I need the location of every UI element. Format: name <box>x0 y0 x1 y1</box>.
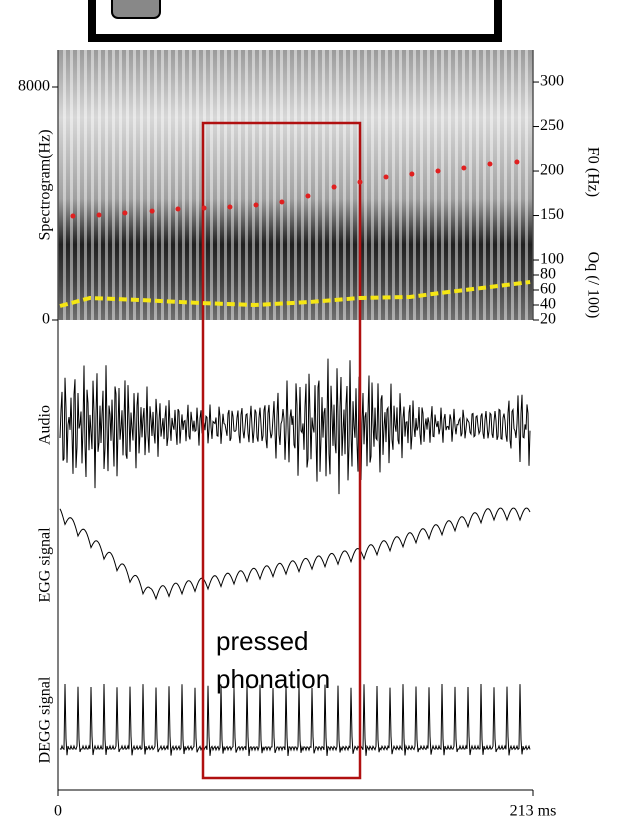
f0-point <box>70 213 76 219</box>
f0-point <box>409 171 415 177</box>
degg-waveform <box>59 683 531 757</box>
top-handle <box>111 0 161 19</box>
panel-label: DEGG signal <box>37 676 54 763</box>
audio-waveform <box>59 358 531 495</box>
f0-point <box>122 210 128 216</box>
y3-tick-label: 60 <box>540 281 556 298</box>
x-tick-label: 0 <box>54 803 62 820</box>
egg-waveform <box>59 507 531 601</box>
f0-point <box>357 179 363 185</box>
f0-point <box>487 161 493 167</box>
f0-point <box>253 202 259 208</box>
panel-label: Audio <box>37 405 54 445</box>
y-axis-label: Spectrogram(Hz) <box>37 129 54 240</box>
annotation: pressed phonation <box>216 626 331 694</box>
f0-point <box>201 205 207 211</box>
y3-axis-label: Oq (/ 100) <box>584 252 601 319</box>
spectrogram-texture <box>58 50 533 320</box>
y2-tick-label: 100 <box>540 251 564 268</box>
y-tick-label: 0 <box>42 311 50 328</box>
y2-tick-label: 300 <box>540 73 564 90</box>
y3-tick-label: 40 <box>540 296 556 313</box>
f0-point <box>149 208 155 214</box>
y2-tick-label: 150 <box>540 206 564 223</box>
f0-point <box>435 168 441 174</box>
f0-point <box>514 159 520 165</box>
f0-point <box>383 174 389 180</box>
f0-point <box>227 204 233 210</box>
y-tick-label: 8000 <box>18 78 50 95</box>
y2-axis-label: F0 (Hz) <box>584 147 601 197</box>
x-tick-label: 213 ms <box>510 803 557 820</box>
y3-tick-label: 20 <box>540 311 556 328</box>
f0-point <box>96 212 102 218</box>
f0-point <box>279 199 285 205</box>
oq-line <box>59 280 531 308</box>
f0-point <box>461 165 467 171</box>
f0-point <box>305 193 311 199</box>
panel-label: EGG signal <box>37 527 54 603</box>
y3-tick-label: 80 <box>540 266 556 283</box>
f0-point <box>175 206 181 212</box>
y2-tick-label: 250 <box>540 117 564 134</box>
highlight-box <box>201 121 362 780</box>
f0-point <box>331 184 337 190</box>
top-frame <box>88 0 502 42</box>
y2-tick-label: 200 <box>540 162 564 179</box>
